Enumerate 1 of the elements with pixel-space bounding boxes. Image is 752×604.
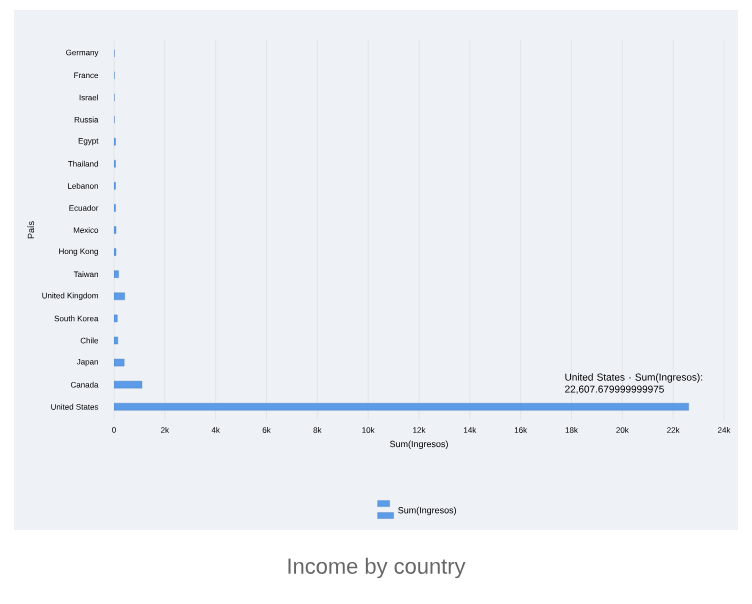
text: Income by country xyxy=(288,557,466,579)
